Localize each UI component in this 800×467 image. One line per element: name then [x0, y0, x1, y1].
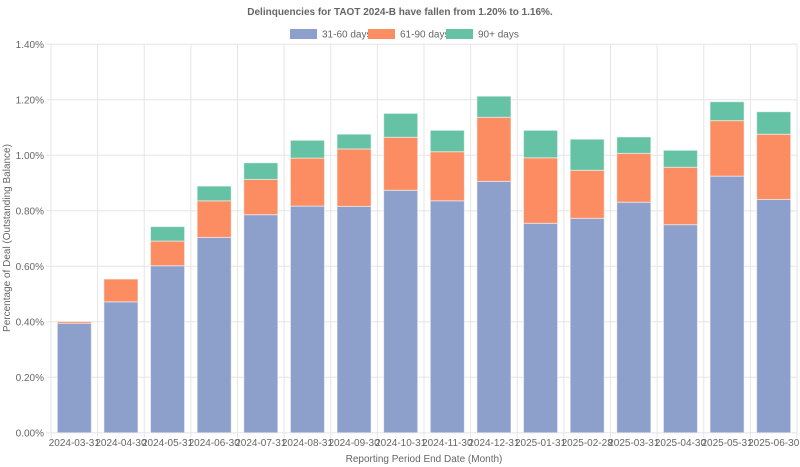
legend: 31-60 days 61-90 days 90+ days — [290, 29, 519, 41]
bar-2024-12-31-61-90-days[interactable] — [476, 116, 512, 182]
bar-2024-09-30-31-60-days[interactable] — [336, 205, 372, 434]
x-tick-label: 2025-05-31 — [701, 438, 753, 449]
bar-2024-12-31-31-60-days[interactable] — [476, 180, 512, 434]
x-tick-label: 2025-04-30 — [655, 438, 707, 449]
legend-swatch-90-days[interactable] — [446, 29, 473, 39]
y-axis-label: Percentage of Deal (Outstanding Balance) — [2, 144, 13, 332]
bar-2024-06-30-61-90-days[interactable] — [196, 200, 232, 238]
x-tick-label: 2024-05-31 — [142, 438, 194, 449]
bar-2025-05-31-61-90-days[interactable] — [709, 120, 745, 177]
x-tick-label: 2024-09-30 — [328, 438, 380, 449]
bar-2024-11-30-90-days[interactable] — [429, 129, 465, 153]
legend-swatch-31-60-days[interactable] — [290, 29, 317, 39]
x-axis-ticks: 2024-03-312024-04-302024-05-312024-06-30… — [49, 438, 800, 449]
bar-2025-01-31-31-60-days[interactable] — [523, 222, 559, 434]
gridlines — [46, 43, 798, 438]
y-tick-label: 0.00% — [16, 428, 44, 439]
bar-2024-05-31-90-days[interactable] — [150, 226, 186, 242]
y-tick-label: 1.20% — [16, 95, 44, 106]
bar-2025-03-31-61-90-days[interactable] — [616, 152, 652, 203]
legend-label[interactable]: 90+ days — [478, 30, 519, 41]
bar-2025-01-31-90-days[interactable] — [523, 129, 559, 159]
x-tick-label: 2024-12-31 — [468, 438, 520, 449]
bar-2025-06-30-31-60-days[interactable] — [756, 198, 792, 434]
y-tick-label: 0.20% — [16, 373, 44, 384]
x-tick-label: 2024-10-31 — [375, 438, 427, 449]
bar-2025-05-31-31-60-days[interactable] — [709, 175, 745, 434]
x-tick-label: 2024-03-31 — [49, 438, 101, 449]
bar-2024-04-30-31-60-days[interactable] — [103, 301, 139, 434]
bar-2025-05-31-90-days[interactable] — [709, 101, 745, 122]
bar-2024-07-31-31-60-days[interactable] — [243, 214, 279, 434]
chart-title: Delinquencies for TAOT 2024-B have falle… — [247, 7, 553, 18]
bar-2025-01-31-61-90-days[interactable] — [523, 157, 559, 224]
y-tick-label: 1.40% — [16, 40, 44, 51]
bars — [56, 95, 792, 434]
bar-2025-04-30-31-60-days[interactable] — [662, 224, 698, 434]
bar-2025-06-30-61-90-days[interactable] — [756, 133, 792, 200]
x-axis-label: Reporting Period End Date (Month) — [346, 454, 503, 465]
legend-swatch-61-90-days[interactable] — [368, 29, 395, 39]
y-axis-ticks: 0.00% 0.20% 0.40% 0.60% 0.80% 1.00% 1.20% 1.40% — [16, 40, 44, 439]
x-tick-label: 2024-07-31 — [235, 438, 287, 449]
x-tick-label: 2025-02-28 — [562, 438, 614, 449]
bar-2024-09-30-90-days[interactable] — [336, 133, 372, 150]
bar-2024-03-31-31-60-days[interactable] — [56, 322, 92, 434]
bar-2024-05-31-61-90-days[interactable] — [150, 240, 186, 267]
bar-2025-02-28-61-90-days[interactable] — [569, 169, 605, 219]
bar-2024-08-31-90-days[interactable] — [289, 139, 325, 159]
bar-2025-03-31-90-days[interactable] — [616, 136, 652, 154]
bar-2024-08-31-61-90-days[interactable] — [289, 157, 325, 207]
x-tick-label: 2024-08-31 — [282, 438, 334, 449]
x-tick-label: 2024-06-30 — [189, 438, 241, 449]
bar-2024-12-31-90-days[interactable] — [476, 95, 512, 118]
legend-label[interactable]: 31-60 days — [322, 30, 371, 41]
bar-2024-09-30-61-90-days[interactable] — [336, 148, 372, 207]
bar-2025-04-30-61-90-days[interactable] — [662, 166, 698, 226]
bar-2024-10-31-90-days[interactable] — [383, 112, 419, 138]
bar-2024-11-30-61-90-days[interactable] — [429, 151, 465, 202]
x-tick-label: 2025-06-30 — [748, 438, 800, 449]
y-tick-label: 0.40% — [16, 317, 44, 328]
bar-2024-06-30-31-60-days[interactable] — [196, 236, 232, 434]
bar-2024-05-31-31-60-days[interactable] — [150, 265, 186, 434]
bar-2024-06-30-90-days[interactable] — [196, 185, 232, 202]
bar-2024-08-31-31-60-days[interactable] — [289, 205, 325, 434]
bar-2024-04-30-61-90-days[interactable] — [103, 278, 139, 303]
x-tick-label: 2024-04-30 — [95, 438, 147, 449]
bar-2024-10-31-61-90-days[interactable] — [383, 136, 419, 191]
bar-2025-02-28-90-days[interactable] — [569, 138, 605, 171]
bar-2025-06-30-90-days[interactable] — [756, 111, 792, 135]
legend-label[interactable]: 61-90 days — [400, 30, 449, 41]
bar-2025-02-28-31-60-days[interactable] — [569, 217, 605, 434]
bar-2024-11-30-31-60-days[interactable] — [429, 200, 465, 434]
y-tick-label: 0.80% — [16, 206, 44, 217]
bar-2024-10-31-31-60-days[interactable] — [383, 189, 419, 434]
x-tick-label: 2024-11-30 — [422, 438, 473, 449]
bar-2024-03-31-61-90-days[interactable] — [56, 321, 92, 324]
bar-2025-03-31-31-60-days[interactable] — [616, 201, 652, 434]
y-tick-label: 1.00% — [16, 151, 44, 162]
x-tick-label: 2025-03-31 — [608, 438, 660, 449]
bar-2024-07-31-61-90-days[interactable] — [243, 178, 279, 216]
y-tick-label: 0.60% — [16, 262, 44, 273]
bar-2024-07-31-90-days[interactable] — [243, 162, 279, 180]
bar-2025-04-30-90-days[interactable] — [662, 149, 698, 168]
x-tick-label: 2025-01-31 — [515, 438, 567, 449]
